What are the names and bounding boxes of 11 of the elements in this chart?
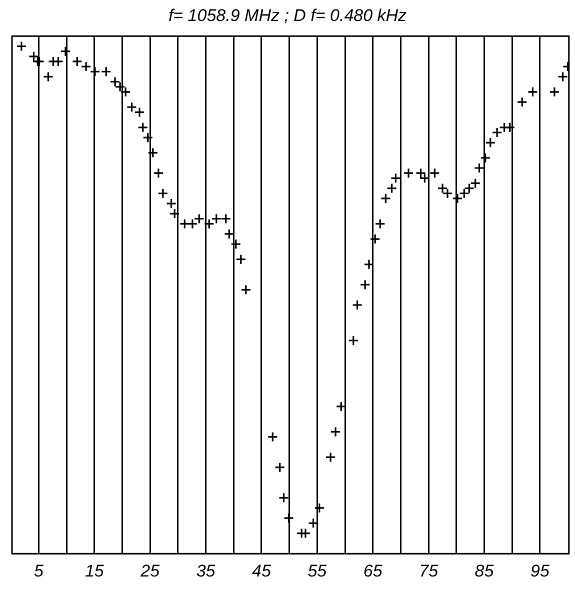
x-tick-label: 55 xyxy=(308,562,328,581)
x-tick-label: 95 xyxy=(530,562,550,581)
x-tick-label: 45 xyxy=(252,562,272,581)
x-tick-label: 25 xyxy=(140,562,160,581)
chart-title: f= 1058.9 MHz ; D f= 0.480 kHz xyxy=(167,6,408,27)
x-tick-label: 35 xyxy=(196,562,216,581)
x-tick-label: 65 xyxy=(363,562,383,581)
x-tick-label: 75 xyxy=(419,562,439,581)
x-tick-label: 5 xyxy=(34,562,44,581)
x-tick-label: 15 xyxy=(84,562,104,581)
x-tick-label: 85 xyxy=(474,562,494,581)
